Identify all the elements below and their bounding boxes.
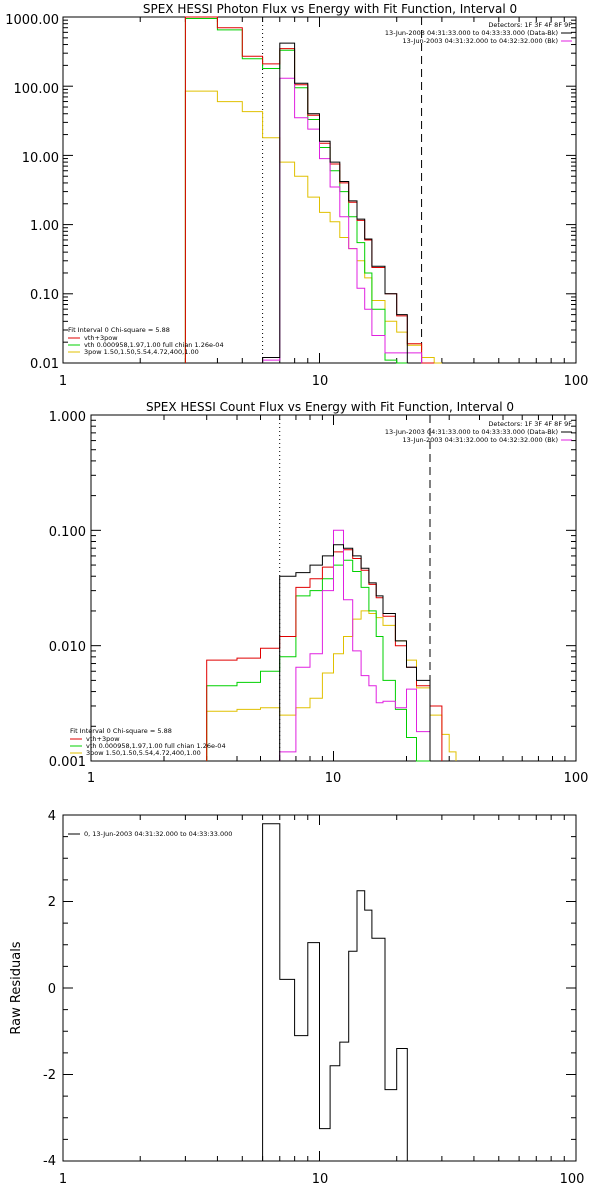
photon-axis-ticks [62, 17, 576, 364]
photon-ytick-label: 1000.00 [5, 13, 59, 28]
residuals-axis-ticks [62, 814, 576, 1162]
residuals-ytick-label: 4 [48, 809, 56, 824]
count-fit-entry-1: vth+3pow [86, 735, 120, 743]
count-background-histogram [279, 529, 431, 761]
photon-power-law-histogram [184, 90, 442, 364]
residuals-panel: -4 -2 0 2 4 1 10 100 Raw Residuals 0, 13… [9, 809, 584, 1187]
photon-fit-entry-1: vth+3pow [84, 334, 118, 342]
count-ytick-label: 0.100 [49, 525, 86, 540]
photon-xtick-label: 100 [564, 374, 589, 389]
residuals-xtick-label: 100 [560, 1172, 585, 1187]
residuals-ytick-label: -2 [43, 1068, 56, 1083]
photon-x-tick-labels: 1 10 100 [59, 374, 589, 389]
count-flux-panel: SPEX HESSI Count Flux vs Energy with Fit… [49, 400, 589, 786]
count-detectors-label: Detectors: 1F 3F 4F 8F 9F [488, 420, 572, 428]
count-x-tick-labels: 1 10 100 [87, 771, 589, 786]
count-header-legend: Detectors: 1F 3F 4F 8F 9F 13-Jun-2003 04… [385, 420, 572, 444]
residuals-xtick-label: 1 [59, 1172, 67, 1187]
photon-y-tick-labels: 0.01 0.10 1.00 10.00 100.00 1000.00 [5, 13, 59, 372]
photon-background-histogram [262, 77, 423, 363]
photon-flux-panel: SPEX HESSI Photon Flux vs Energy with Fi… [5, 2, 588, 389]
photon-chart-title: SPEX HESSI Photon Flux vs Energy with Fi… [143, 2, 517, 16]
count-xtick-label: 100 [564, 771, 589, 786]
residuals-series [262, 823, 408, 1161]
photon-plot-frame [62, 16, 577, 364]
residuals-legend: 0, 13-Jun-2003 04:31:32.000 to 04:33:33.… [68, 830, 232, 838]
count-fit-entry-2: vth 0.000958,1.97,1.00 full chian 1.26e-… [86, 742, 226, 750]
count-chart-title: SPEX HESSI Count Flux vs Energy with Fit… [146, 400, 514, 414]
count-fit-legend: Fit Interval 0 Chi-square = 5.88 vth+3po… [70, 727, 226, 757]
count-y-tick-labels: 0.001 0.010 0.100 1.000 [49, 410, 86, 770]
photon-series [184, 16, 442, 364]
residuals-y-axis-label: Raw Residuals [9, 941, 24, 1034]
count-ytick-label: 1.000 [49, 410, 86, 425]
photon-header-line-1: 13-Jun-2003 04:31:33.000 to 04:33:33.000… [385, 29, 558, 37]
count-xtick-label: 10 [325, 771, 342, 786]
photon-xtick-label: 10 [312, 374, 329, 389]
count-fit-legend-title: Fit Interval 0 Chi-square = 5.88 [70, 727, 172, 735]
residuals-xtick-label: 10 [312, 1172, 329, 1187]
photon-thermal-histogram [184, 18, 408, 364]
residuals-legend-text: 0, 13-Jun-2003 04:31:32.000 to 04:33:33.… [84, 830, 232, 838]
count-fit-entry-3: 3pow 1.50,1.50,5.54,4.72,400,1.00 [86, 749, 201, 757]
residuals-ytick-label: -4 [43, 1154, 56, 1169]
count-ytick-label: 0.010 [49, 640, 86, 655]
count-header-line-2: 13-Jun-2003 04:31:32.000 to 04:32:32.000… [403, 436, 558, 444]
photon-detectors-label: Detectors: 1F 3F 4F 8F 9F [488, 21, 572, 29]
count-data-histogram [279, 544, 431, 761]
photon-ytick-label: 1.00 [30, 219, 59, 234]
photon-fit-legend: Fit Interval 0 Chi-square = 5.88 vth+3po… [68, 326, 224, 356]
photon-fit-entry-3: 3pow 1.50,1.50,5.54,4.72,400,1.00 [84, 348, 199, 356]
photon-ytick-label: 0.01 [30, 357, 59, 372]
photon-ytick-label: 100.00 [14, 82, 60, 97]
count-axis-ticks [90, 415, 576, 762]
residuals-ytick-label: 0 [48, 982, 56, 997]
residuals-ytick-label: 2 [48, 895, 56, 910]
photon-data-histogram [262, 42, 408, 363]
count-xtick-label: 1 [87, 771, 95, 786]
count-energy-range-markers [279, 415, 431, 761]
count-series [206, 529, 457, 762]
residuals-y-tick-labels: -4 -2 0 2 4 [43, 809, 56, 1169]
count-ytick-label: 0.001 [49, 755, 86, 770]
count-header-line-1: 13-Jun-2003 04:31:33.000 to 04:33:33.000… [385, 428, 558, 436]
photon-fit-entry-2: vth 0.000958,1.97,1.00 full chian 1.26e-… [84, 341, 224, 349]
residuals-residuals-histogram [262, 823, 408, 1161]
photon-xtick-label: 1 [59, 374, 67, 389]
count-thermal-histogram [206, 559, 430, 762]
residuals-x-tick-labels: 1 10 100 [59, 1172, 585, 1187]
photon-ytick-label: 10.00 [22, 151, 59, 166]
photon-ytick-label: 0.10 [30, 288, 59, 303]
photon-energy-range-markers [262, 17, 423, 363]
photon-fit-legend-title: Fit Interval 0 Chi-square = 5.88 [68, 326, 170, 334]
photon-header-line-2: 13-Jun-2003 04:31:32.000 to 04:32:32.000… [403, 37, 558, 45]
photon-header-legend: Detectors: 1F 3F 4F 8F 9F 13-Jun-2003 04… [385, 21, 572, 45]
